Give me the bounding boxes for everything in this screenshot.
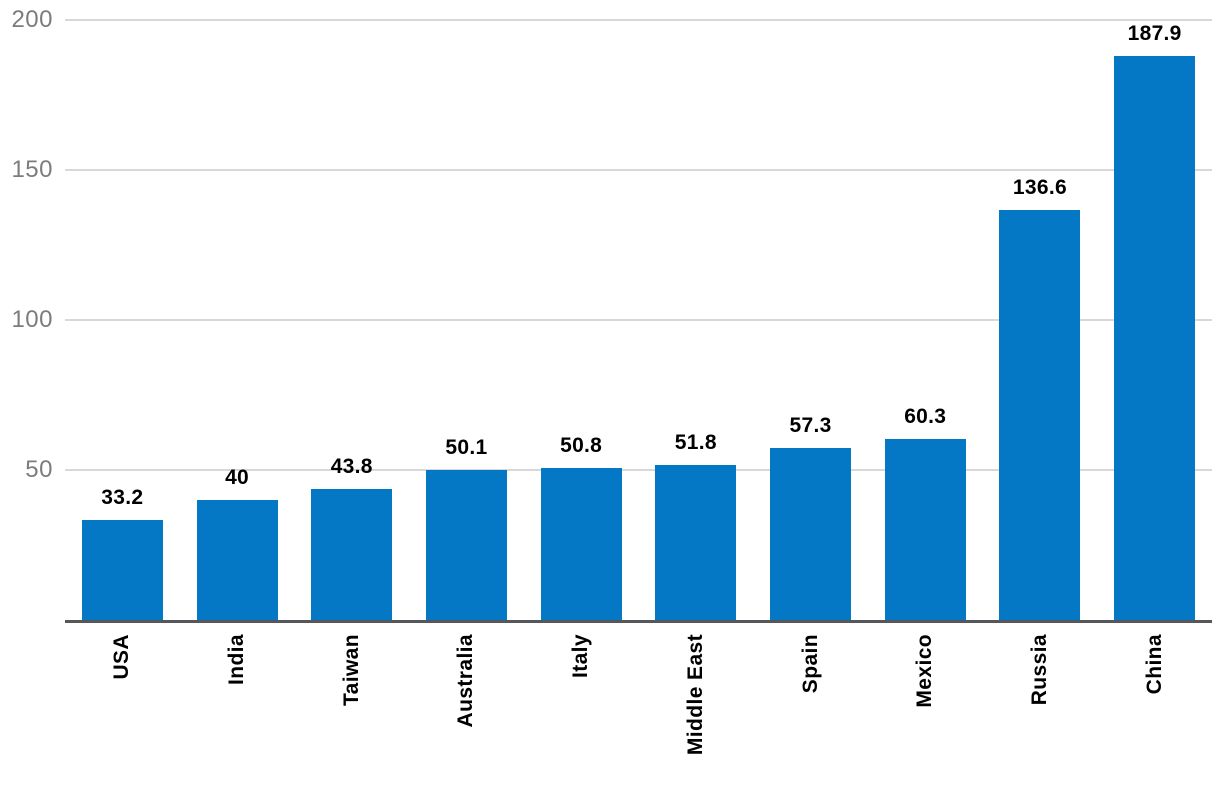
bar-value-label: 187.9 [1127, 22, 1182, 46]
bar-mexico [884, 439, 966, 620]
bar-value-label: 33.2 [101, 486, 144, 510]
bar-italy [540, 467, 622, 620]
bar-value-label: 60.3 [904, 405, 947, 429]
bar-usa [81, 520, 163, 620]
bar-india [196, 500, 278, 620]
y-tick-label: 50 [25, 456, 53, 483]
bar-russia [999, 210, 1081, 620]
bar-taiwan [311, 488, 393, 620]
bar-value-label: 50.1 [445, 435, 488, 459]
bar-value-label: 51.8 [674, 430, 717, 454]
bar-value-label: 50.8 [560, 433, 603, 457]
x-category-label: USA [110, 634, 134, 680]
bar-value-label: 43.8 [330, 454, 373, 478]
y-gridline [65, 319, 1212, 321]
bar-spain [770, 448, 852, 620]
bar-value-label: 136.6 [1012, 176, 1067, 200]
x-category-label: Middle East [683, 634, 707, 756]
x-category-label: China [1142, 634, 1166, 695]
y-gridline [65, 19, 1212, 21]
y-tick-label: 200 [11, 6, 53, 33]
bar-value-label: 57.3 [789, 414, 832, 438]
y-gridline [65, 169, 1212, 171]
x-category-label: Australia [454, 634, 478, 728]
bar-china [1114, 56, 1196, 620]
x-category-label: India [225, 634, 249, 686]
y-gridline [65, 469, 1212, 471]
x-category-label: Spain [798, 634, 822, 694]
x-category-label: Russia [1027, 634, 1051, 706]
y-tick-label: 150 [11, 156, 53, 183]
x-axis-line [65, 620, 1212, 623]
x-category-label: Mexico [913, 634, 937, 708]
bar-middle-east [655, 464, 737, 620]
x-category-label: Taiwan [339, 634, 363, 707]
bar-value-label: 40 [225, 466, 250, 489]
x-category-label: Italy [569, 634, 593, 679]
bar-australia [425, 469, 507, 620]
y-tick-label: 100 [11, 306, 53, 333]
